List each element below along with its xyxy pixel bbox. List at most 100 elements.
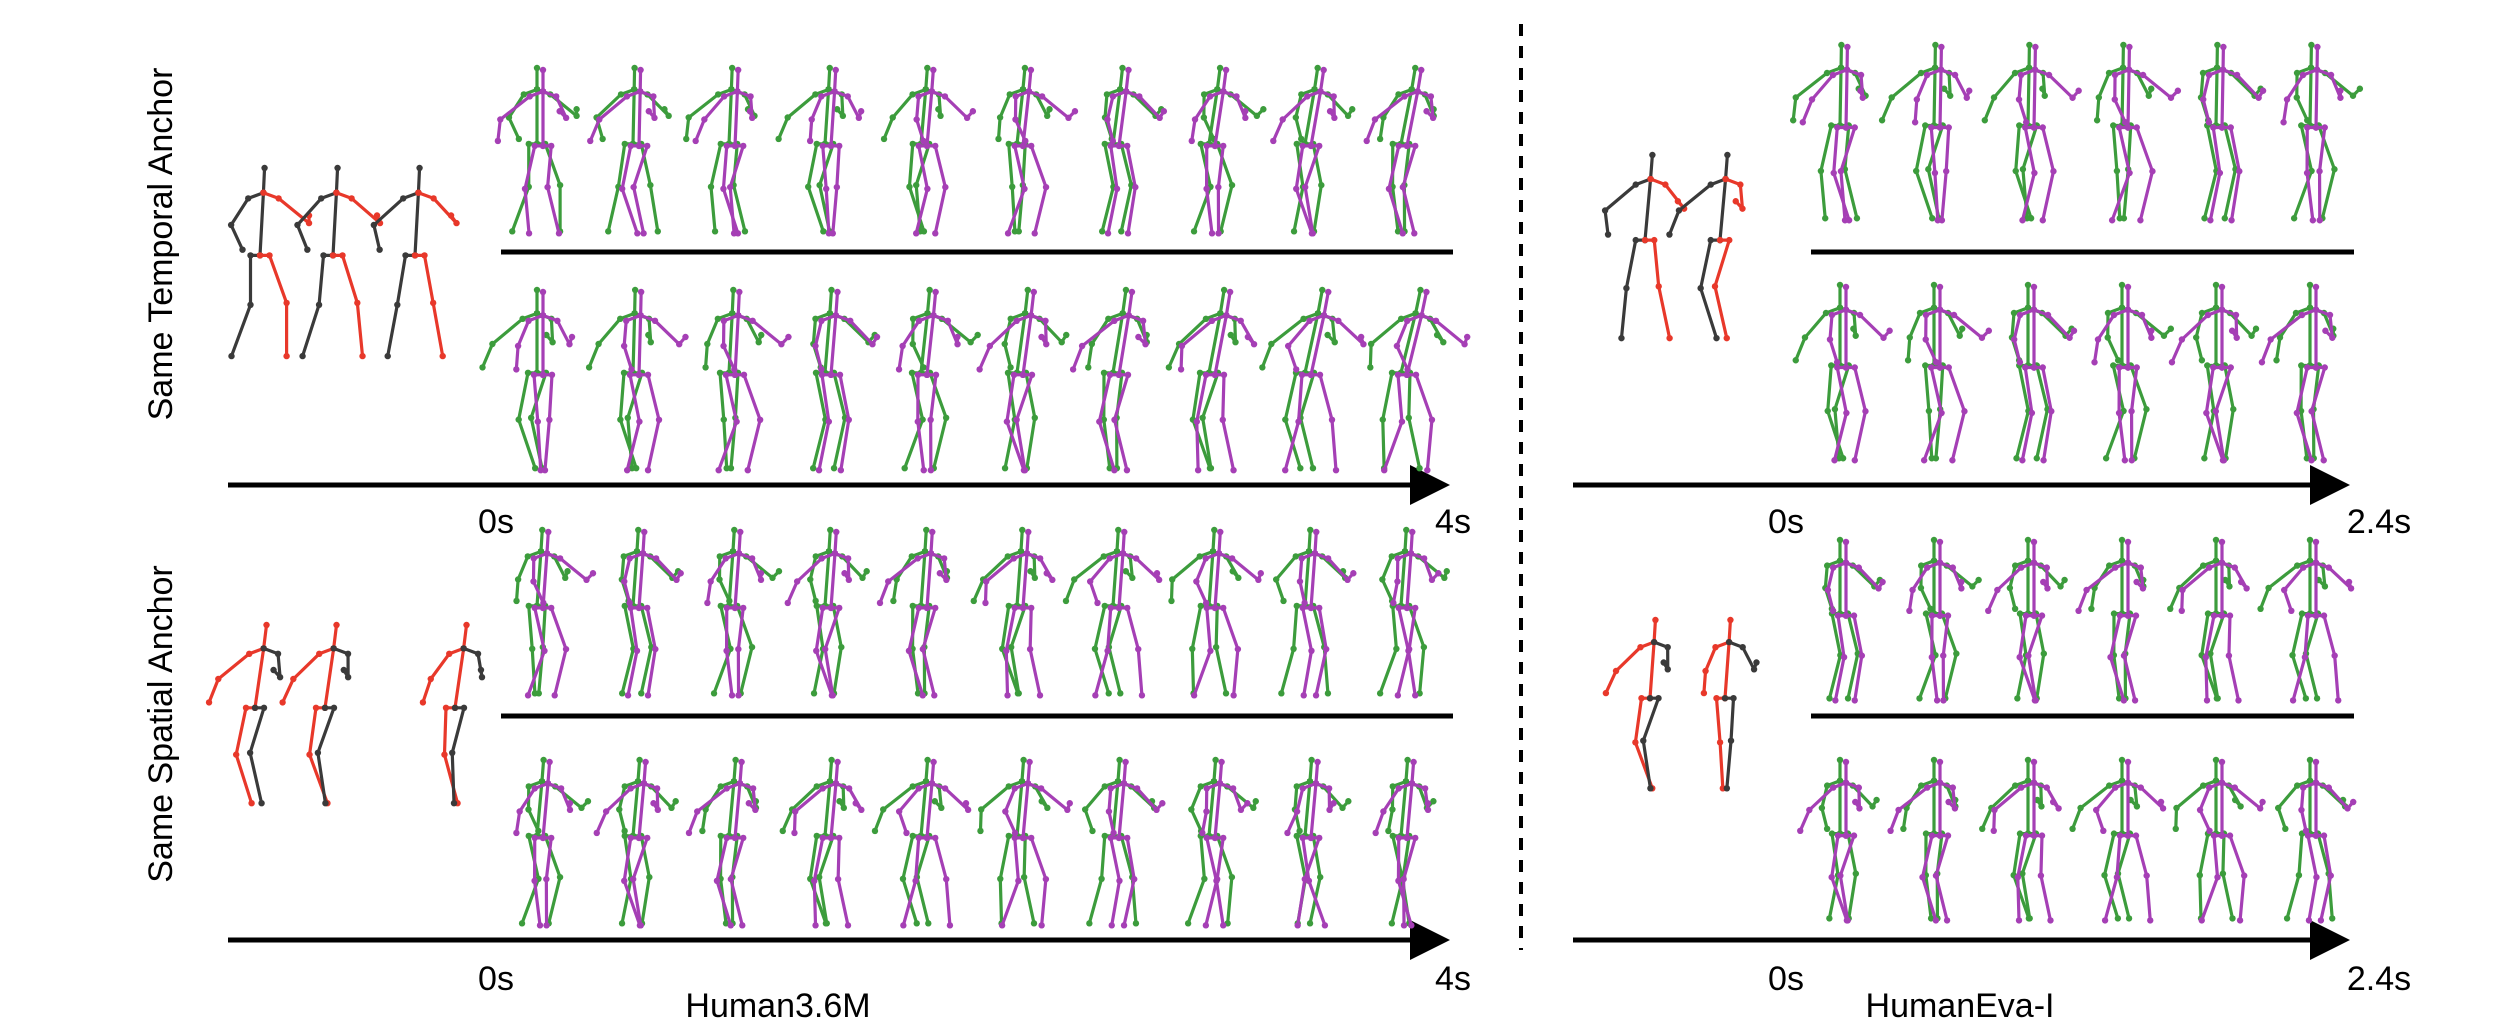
joint (446, 651, 452, 657)
joint (1633, 181, 1639, 187)
joint (1825, 408, 1831, 414)
joint (2040, 124, 2046, 130)
joint (525, 318, 531, 324)
joint (1640, 738, 1646, 744)
joint (2210, 364, 2216, 370)
joint (266, 252, 272, 258)
joint (1649, 152, 1655, 158)
joint (1831, 170, 1837, 176)
joint (1364, 138, 1370, 144)
joint (1830, 784, 1836, 790)
joint (2161, 333, 2167, 339)
joint (1739, 205, 1745, 211)
joint (1238, 807, 1244, 813)
joint (652, 318, 658, 324)
joint (2199, 357, 2205, 363)
joint (1843, 832, 1849, 838)
joint (2115, 915, 2121, 921)
joint (1325, 289, 1331, 295)
joint (587, 138, 593, 144)
joint (683, 136, 689, 142)
joint (638, 690, 644, 696)
joint (1199, 830, 1205, 836)
joint (834, 184, 840, 190)
joint (2018, 72, 2024, 78)
joint (1408, 550, 1414, 556)
joint (1662, 181, 1668, 187)
joint (2044, 784, 2050, 790)
joint (1800, 119, 1806, 125)
joint (1400, 230, 1406, 236)
joint (567, 800, 573, 806)
joint (2168, 326, 2174, 332)
joint (837, 372, 843, 378)
joint (1140, 318, 1146, 324)
joint (1133, 555, 1139, 561)
joint (1958, 579, 1964, 585)
joint (1299, 555, 1305, 561)
joint (258, 800, 264, 806)
joint (1435, 570, 1441, 576)
joint (1818, 168, 1824, 174)
joint (1844, 67, 1850, 73)
joint (2031, 539, 2037, 545)
joint (1223, 67, 1229, 73)
joint (2331, 166, 2337, 172)
joint (460, 645, 466, 651)
joint (1404, 835, 1410, 841)
bone (1305, 530, 1310, 606)
joint (1310, 230, 1316, 236)
joint (544, 184, 550, 190)
joint (1394, 578, 1400, 584)
bone (1215, 70, 1226, 146)
joint (2112, 564, 2118, 570)
joint (2143, 872, 2149, 878)
joint (2055, 805, 2061, 811)
joint (1168, 598, 1174, 604)
joint (2232, 797, 2238, 803)
joint (1828, 122, 1834, 128)
joint (313, 705, 319, 711)
joint (2040, 579, 2046, 585)
joint (2243, 585, 2249, 591)
joint (651, 115, 657, 121)
joint (1414, 88, 1420, 94)
joint (628, 785, 634, 791)
joint (283, 353, 289, 359)
joint (1188, 806, 1194, 812)
joint (479, 364, 485, 370)
joint (246, 651, 252, 657)
joint (1854, 215, 1860, 221)
joint (778, 341, 784, 347)
joint (623, 318, 629, 324)
joint (1221, 372, 1227, 378)
joint (2307, 757, 2313, 763)
joint (916, 318, 922, 324)
joint (830, 230, 836, 236)
joint (628, 835, 634, 841)
joint (2027, 915, 2033, 921)
joint (2025, 537, 2031, 543)
joint (2322, 124, 2328, 130)
joint (1345, 798, 1351, 804)
joint (1666, 231, 1672, 237)
joint (943, 876, 949, 882)
joint (640, 230, 646, 236)
joint (721, 93, 727, 99)
joint (515, 343, 521, 349)
joint (1293, 366, 1299, 372)
joint (1201, 876, 1207, 882)
joint (1923, 610, 1929, 616)
bone (336, 193, 380, 223)
joint (1843, 124, 1849, 130)
joint (531, 372, 537, 378)
joint (1067, 800, 1073, 806)
bone (1113, 530, 1118, 606)
joint (1928, 364, 1934, 370)
time-end: 4s (1435, 503, 1471, 541)
joint (2125, 364, 2131, 370)
joint (1125, 67, 1131, 73)
joint (1913, 168, 1919, 174)
joint (1852, 457, 1858, 463)
joint (1991, 807, 1997, 813)
